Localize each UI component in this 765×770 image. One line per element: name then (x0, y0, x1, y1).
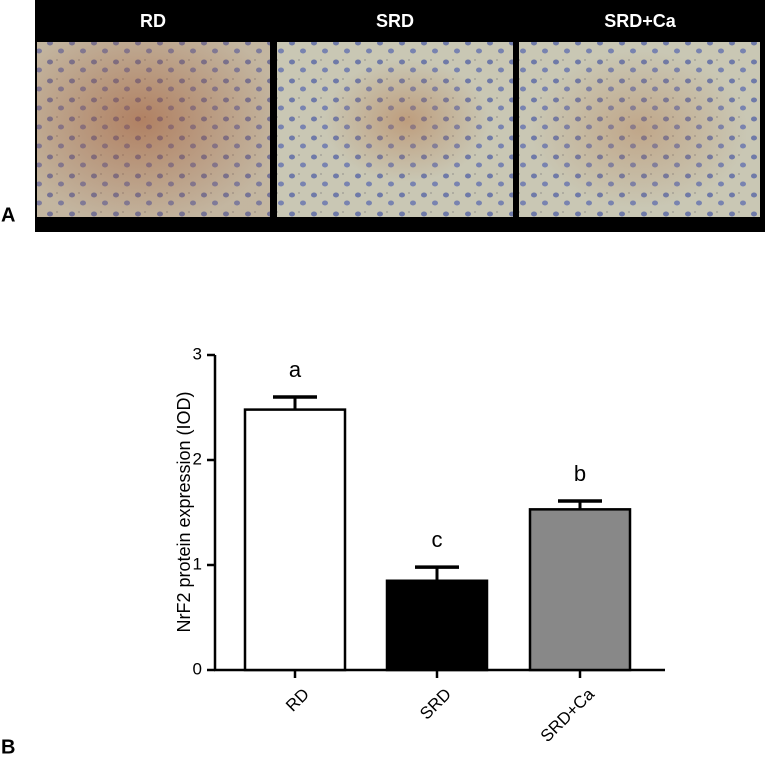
annotation: a (289, 357, 302, 382)
y-tick-label: 3 (193, 344, 202, 363)
annotation: c (432, 527, 443, 552)
stain (519, 42, 760, 217)
bar (243, 408, 347, 672)
annotation: b (574, 461, 586, 486)
y-tick-label: 1 (193, 554, 202, 573)
x-tick-label: RD (282, 685, 313, 716)
x-tick-label: SRD+Ca (537, 684, 599, 746)
stain (37, 42, 270, 217)
panel-label: B (1, 736, 15, 758)
image-title: SRD+Ca (604, 11, 677, 31)
y-tick-label: 0 (193, 659, 202, 678)
y-tick-label: 2 (193, 449, 202, 468)
y-axis-label: NrF2 protein expression (IOD) (174, 391, 194, 632)
stain (277, 42, 513, 217)
x-tick-label: SRD (416, 685, 455, 724)
image-title: SRD (376, 11, 414, 31)
bar (528, 508, 632, 672)
bar (385, 579, 489, 672)
panel-label: A (1, 204, 15, 226)
image-title: RD (140, 11, 166, 31)
